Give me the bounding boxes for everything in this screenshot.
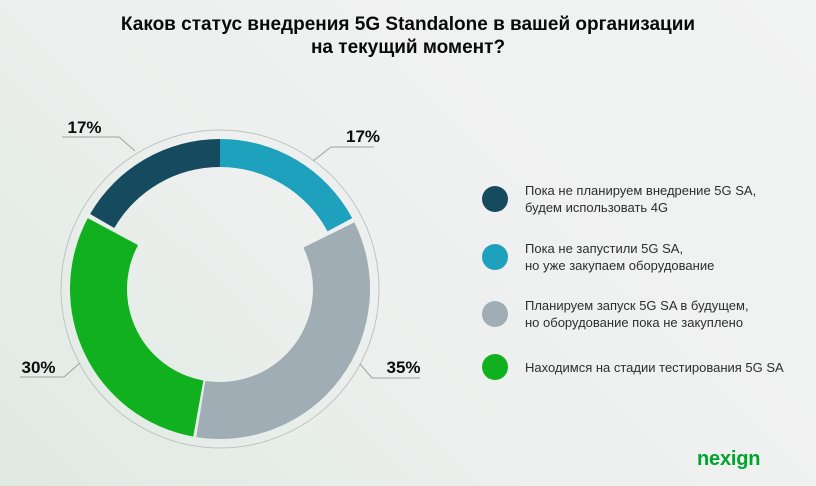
- legend-dot: [482, 244, 508, 270]
- legend-label-line1: Находимся на стадии тестирования 5G SA: [525, 359, 784, 375]
- percent-leader-line-3: [20, 362, 81, 378]
- legend-label: Планируем запуск 5G SA в будущем, но обо…: [525, 297, 749, 331]
- chart-title-line2: на текущий момент?: [310, 37, 506, 58]
- legend-label-line1: Пока не запустили 5G SA,: [525, 241, 684, 256]
- nexign-logo: nexign: [697, 448, 761, 470]
- legend-label-line2: но уже закупаем оборудование: [525, 258, 715, 273]
- legend-item: Пока не планируем внедрение 5G SA, будем…: [482, 182, 756, 216]
- chart-title-line1: Каков статус внедрения 5G Standalone в в…: [120, 14, 696, 35]
- legend-label-line1: Пока не планируем внедрение 5G SA,: [525, 183, 757, 198]
- legend-dot: [482, 301, 508, 327]
- donut-segment-0: [90, 139, 221, 229]
- donut-segment-3: [69, 218, 204, 437]
- chart-title: Каков статус внедрения 5G Standalone в в…: [0, 13, 816, 59]
- legend-item: Находимся на стадии тестирования 5G SA: [482, 354, 784, 380]
- percent-label-0: 17%: [67, 118, 101, 137]
- percent-label-1: 17%: [346, 127, 380, 146]
- percent-leader-line-1: [312, 146, 374, 162]
- donut-segment-1: [220, 139, 353, 232]
- legend-item: Пока не запустили 5G SA, но уже закупаем…: [482, 240, 714, 274]
- legend-label: Находимся на стадии тестирования 5G SA: [525, 359, 784, 376]
- legend-item: Планируем запуск 5G SA в будущем, но обо…: [482, 297, 749, 331]
- donut-outline-circle: [60, 129, 380, 449]
- legend-label: Пока не запустили 5G SA, но уже закупаем…: [525, 240, 714, 274]
- percent-label-2: 35%: [386, 358, 420, 377]
- donut-segment-2: [196, 222, 371, 439]
- percent-leader-line-0: [62, 136, 136, 152]
- percent-label-3: 30%: [21, 358, 55, 377]
- legend-dot: [482, 186, 508, 212]
- legend-dot: [482, 354, 508, 380]
- legend-label: Пока не планируем внедрение 5G SA, будем…: [525, 182, 756, 216]
- legend-label-line1: Планируем запуск 5G SA в будущем,: [525, 298, 749, 313]
- percent-leader-line-2: [359, 363, 420, 379]
- legend-label-line2: будем использовать 4G: [525, 200, 669, 215]
- legend-label-line2: но оборудование пока не закуплено: [525, 315, 744, 330]
